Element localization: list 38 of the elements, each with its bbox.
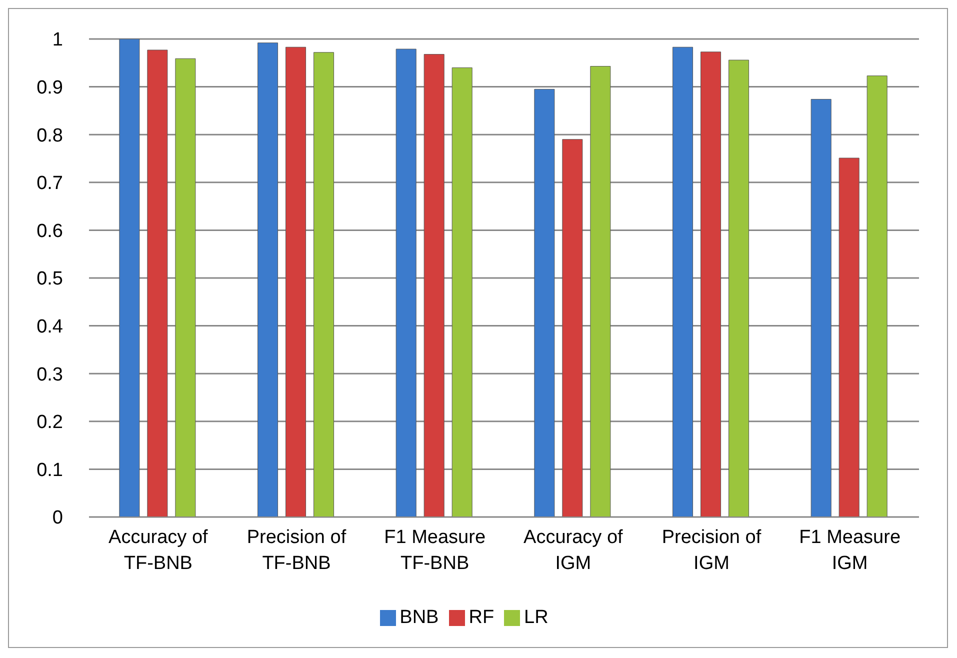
bar [119, 39, 140, 517]
y-tick-label: 0.1 [36, 460, 63, 481]
bar [700, 52, 722, 517]
legend-label: BNB [400, 607, 439, 628]
legend-label: RF [468, 607, 494, 628]
y-tick-label: 0.4 [36, 316, 64, 338]
bar [838, 158, 860, 517]
y-tick-label: 0.7 [36, 173, 63, 194]
y-tick-label: 0.6 [36, 220, 63, 242]
y-tick-label: 1 [52, 30, 63, 51]
bar [672, 46, 694, 517]
x-tick-label: Precision of IGM [662, 527, 762, 574]
bar [396, 48, 416, 517]
x-tick-label: Accuracy of TF-BNB [108, 527, 209, 574]
bar [147, 50, 168, 517]
y-tick-label: 0.3 [36, 364, 63, 386]
y-tick-label: 0 [52, 508, 63, 529]
x-tick-label: F1 Measure IGM [799, 527, 901, 574]
bar [175, 58, 196, 517]
x-tick-label: Precision of TF-BNB [246, 527, 347, 574]
bar [810, 98, 832, 517]
bar [534, 88, 555, 517]
bar [562, 139, 583, 517]
y-tick-label: 0.9 [36, 78, 63, 99]
bar [258, 42, 278, 517]
y-tick-label: 0.8 [36, 125, 63, 146]
bar [424, 54, 444, 517]
x-tick-label: Accuracy of IGM [524, 527, 624, 574]
bar [286, 46, 306, 517]
x-tick-label: F1 Measure TF-BNB [384, 527, 486, 574]
y-tick-label: 0.5 [36, 268, 63, 290]
bar [314, 52, 334, 517]
bar [452, 67, 472, 517]
legend-label: LR [524, 607, 548, 628]
y-tick-label: 0.2 [36, 412, 63, 434]
bar [590, 66, 611, 517]
bar [866, 76, 888, 517]
bar [728, 60, 750, 517]
